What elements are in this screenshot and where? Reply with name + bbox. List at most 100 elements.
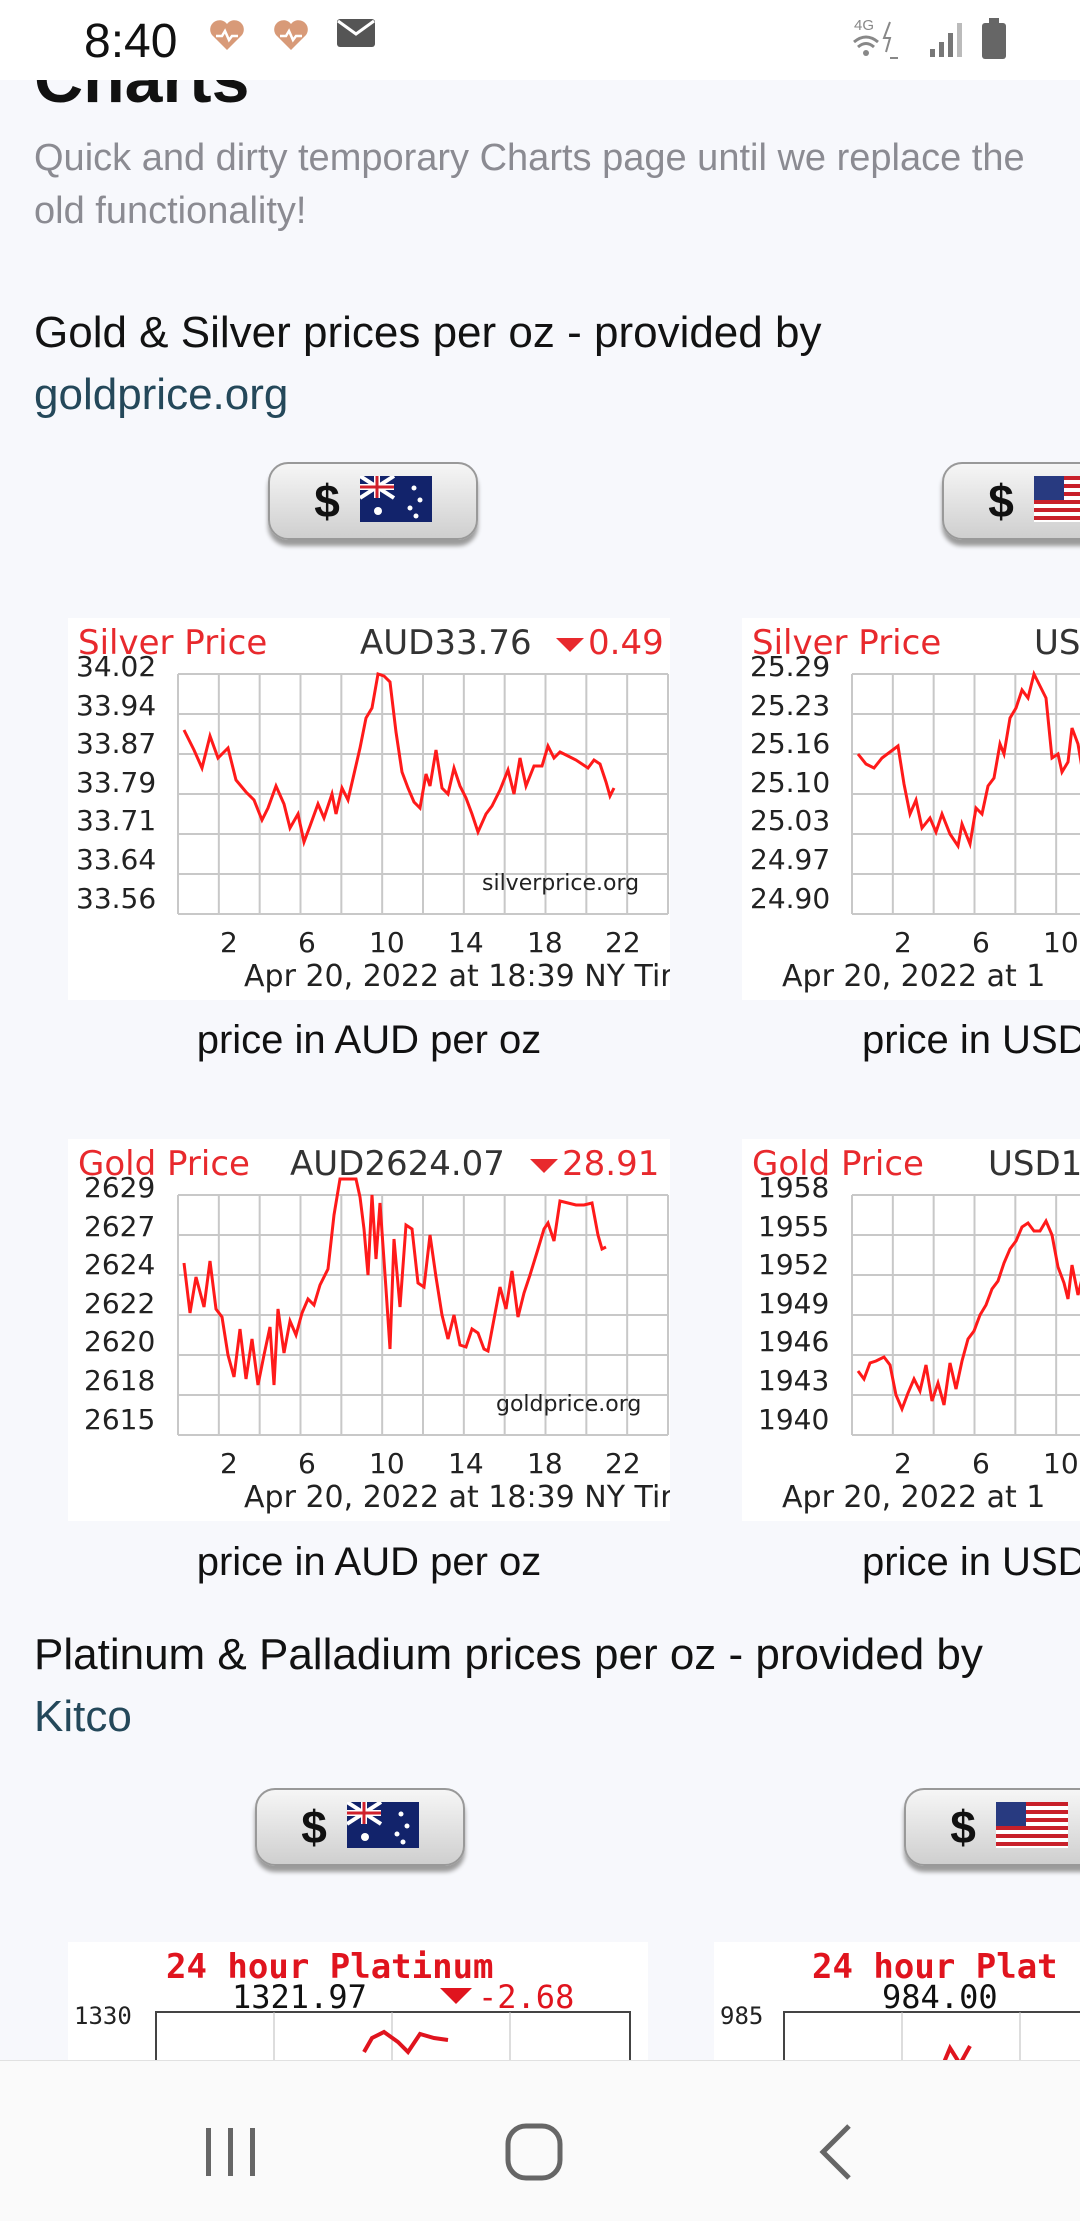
y-tick-label: 1946 — [758, 1325, 829, 1358]
silver-aud-chart-graphic: Silver Price AUD33.76 0.49 34.02 33.94 3… — [76, 623, 670, 994]
chart-footer: Apr 20, 2022 at 1 — [782, 1480, 1045, 1515]
price-line — [856, 1217, 1080, 1414]
y-tick-label: 33.64 — [76, 843, 156, 876]
x-tick-label: 10 — [369, 1447, 405, 1480]
y-tick-label: 1955 — [758, 1210, 829, 1243]
chart-watermark: silverprice.org — [482, 871, 639, 896]
chart-currency-value: USD1 — [988, 1144, 1080, 1184]
usd-currency-button[interactable]: $ — [942, 462, 1080, 540]
chart-footer: Apr 20, 2022 at 18:39 NY Time — [244, 959, 670, 994]
home-icon[interactable] — [474, 2107, 594, 2197]
australia-flag-icon — [345, 1799, 419, 1853]
goldprice-link[interactable]: goldprice.org — [34, 370, 289, 419]
chart-grid — [177, 673, 669, 915]
chart-title: Silver Price — [78, 623, 267, 663]
system-nav-bar — [0, 2060, 1080, 2221]
y-tick-label: 1949 — [758, 1287, 829, 1320]
y-tick-label: 25.03 — [750, 804, 830, 837]
chart-y-ticks: 25.29 25.23 25.16 25.10 25.03 24.97 24.9… — [750, 650, 830, 915]
recent-apps-icon[interactable] — [172, 2107, 292, 2197]
y-tick-label: 2624 — [84, 1248, 155, 1281]
status-system-icons: 4G — [850, 16, 1008, 67]
page-title: Charts — [34, 80, 249, 118]
x-tick-label: 22 — [605, 1447, 641, 1480]
australia-flag-icon — [358, 473, 432, 527]
y-tick-label: 33.87 — [76, 727, 156, 760]
page-content[interactable]: Charts Quick and dirty temporary Charts … — [0, 80, 1080, 2060]
gold-usd-chart-graphic: Gold Price USD1 1958 1955 1952 1949 1946… — [752, 1144, 1080, 1515]
gold-usd-caption: price in USD — [862, 1540, 1080, 1584]
health-icon — [272, 18, 310, 57]
y-tick-label: 2618 — [84, 1364, 155, 1397]
silver-usd-chart-graphic: Silver Price US 25.29 25.23 25.16 25.10 … — [750, 623, 1080, 994]
chart-y-ticks: 1958 1955 1952 1949 1946 1943 1940 — [758, 1171, 829, 1436]
y-tick-label: 33.71 — [76, 804, 156, 837]
y-tick-label: 33.94 — [76, 689, 156, 722]
kitco-chart-title: 24 hour Plat — [812, 1947, 1058, 1987]
wifi-4g-icon: 4G — [850, 16, 916, 67]
y-tick-label: 25.23 — [750, 689, 830, 722]
kitco-link[interactable]: Kitco — [34, 1692, 132, 1741]
platinum-palladium-heading-text: Platinum & Palladium prices per oz - pro… — [34, 1630, 983, 1679]
gold-silver-heading: Gold & Silver prices per oz - provided b… — [34, 302, 1054, 426]
intro-text: Quick and dirty temporary Charts page un… — [34, 137, 1025, 232]
y-tick-label: 2620 — [84, 1325, 155, 1358]
chart-grid — [851, 1194, 1080, 1436]
kitco-chart-price: 984.00 — [882, 1978, 998, 2016]
price-line — [856, 669, 1080, 850]
dollar-symbol: $ — [950, 1801, 976, 1853]
health-icon — [208, 18, 246, 57]
x-tick-label: 10 — [1043, 926, 1079, 959]
dollar-symbol: $ — [314, 475, 340, 527]
aud-currency-button[interactable]: $ — [255, 1788, 465, 1866]
y-tick-label: 2622 — [84, 1287, 155, 1320]
status-bar: 8:40 4G — [0, 0, 1080, 80]
y-tick-label: 24.90 — [750, 882, 830, 915]
signal-icon — [928, 19, 968, 64]
svg-text:4G: 4G — [854, 17, 874, 34]
x-tick-label: 2 — [220, 1447, 238, 1480]
chart-title: Gold Price — [752, 1144, 924, 1184]
mail-icon — [336, 18, 376, 57]
y-tick-label: 25.16 — [750, 727, 830, 760]
aud-currency-button[interactable]: $ — [268, 462, 478, 540]
chart-x-ticks: 2 6 10 — [894, 926, 1079, 959]
y-tick-label: 33.56 — [76, 882, 156, 915]
silver-aud-chart: Silver Price AUD33.76 0.49 34.02 33.94 3… — [68, 618, 670, 1000]
platinum-usd-chart: 24 hour Plat 984.00 985 — [714, 1942, 1080, 2060]
y-tick-label: 1958 — [758, 1171, 829, 1204]
dollar-symbol: $ — [988, 475, 1014, 527]
y-tick-label: 25.29 — [750, 650, 830, 683]
usd-currency-button[interactable]: $ — [904, 1788, 1080, 1866]
chart-watermark: goldprice.org — [496, 1392, 641, 1417]
chart-footer: Apr 20, 2022 at 1 — [782, 959, 1045, 994]
y-tick-label: 2627 — [84, 1210, 155, 1243]
chart-change: 28.91 — [562, 1144, 659, 1184]
x-tick-label: 2 — [220, 926, 238, 959]
x-tick-label: 18 — [527, 1447, 563, 1480]
chart-y-ticks: 2629 2627 2624 2622 2620 2618 2615 — [84, 1171, 155, 1436]
gold-aud-chart-graphic: Gold Price AUD2624.07 28.91 2629 2627 26… — [78, 1144, 670, 1515]
gold-silver-heading-text: Gold & Silver prices per oz - provided b… — [34, 308, 822, 357]
price-line — [182, 672, 616, 848]
platinum-aud-chart: 24 hour Platinum 1321.97 -2.68 1330 — [68, 1942, 648, 2060]
chart-footer: Apr 20, 2022 at 18:39 NY Time — [244, 1480, 670, 1515]
chart-x-ticks: 2 6 10 — [894, 1447, 1079, 1480]
x-tick-label: 6 — [972, 926, 990, 959]
down-arrow-icon — [440, 1988, 472, 2004]
x-tick-label: 2 — [894, 1447, 912, 1480]
x-tick-label: 22 — [605, 926, 641, 959]
chart-title: Silver Price — [752, 623, 941, 663]
y-tick-label: 34.02 — [76, 650, 156, 683]
y-tick-label: 33.79 — [76, 766, 156, 799]
chart-title: Gold Price — [78, 1144, 250, 1184]
back-icon[interactable] — [776, 2107, 896, 2197]
chart-x-ticks: 2 6 10 14 18 22 — [220, 926, 641, 959]
x-tick-label: 18 — [527, 926, 563, 959]
x-tick-label: 14 — [448, 1447, 484, 1480]
status-notification-icons — [208, 18, 376, 57]
us-flag-icon — [995, 1801, 1068, 1853]
chart-grid — [851, 673, 1080, 915]
x-tick-label: 10 — [1043, 1447, 1079, 1480]
chart-y-ticks: 34.02 33.94 33.87 33.79 33.71 33.64 33.5… — [76, 650, 156, 915]
